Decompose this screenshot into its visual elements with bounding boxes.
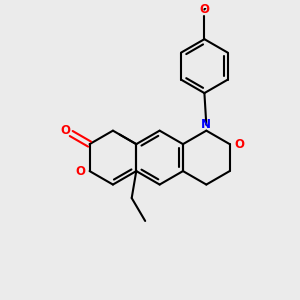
Text: O: O [75,165,85,178]
Text: O: O [234,138,244,151]
Text: O: O [200,3,209,16]
Text: N: N [201,118,211,131]
Text: O: O [60,124,70,137]
